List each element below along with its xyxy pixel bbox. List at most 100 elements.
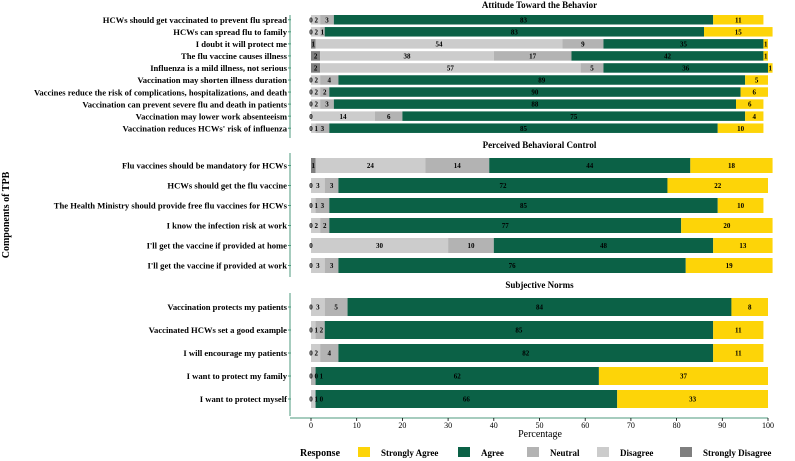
value-label-strongly-agree: 1	[764, 53, 768, 61]
value-label-agree: 72	[499, 182, 507, 190]
value-label-disagree: 2	[314, 28, 318, 36]
bar-segment-agree	[338, 178, 668, 193]
bar-segment-strongly-agree	[713, 321, 764, 339]
bar-segment-neutral	[320, 87, 330, 97]
bar-segment-agree	[315, 390, 618, 408]
value-label-agree: 35	[680, 40, 688, 48]
value-label-strongly-agree: 8	[748, 304, 752, 312]
bar-segment-neutral	[320, 99, 334, 109]
value-label-neutral: 10	[467, 242, 475, 250]
value-label-strongly-disagree: 2	[314, 53, 318, 61]
value-label-strongly-agree: 10	[737, 202, 745, 210]
value-label-agree: 36	[682, 65, 690, 73]
value-label-disagree: 0	[314, 373, 318, 381]
bar-segment-strongly-agree	[685, 258, 773, 273]
value-label-neutral: 2	[320, 327, 324, 335]
bar-segment-disagree	[311, 123, 316, 133]
value-label-strongly-agree: 11	[735, 327, 742, 335]
value-label-strongly-agree: 4	[753, 113, 757, 121]
bar-segment-strongly-agree	[736, 99, 764, 109]
bar-segment-agree	[333, 99, 737, 109]
value-label-neutral: 5	[590, 65, 594, 73]
bar-segment-strongly-disagree	[311, 51, 321, 61]
value-label-agree: 85	[520, 202, 528, 210]
value-label-strongly-disagree: 0	[309, 222, 313, 230]
bar-segment-strongly-agree	[717, 198, 764, 213]
value-label-agree: 84	[536, 304, 544, 312]
bar-segment-strongly-agree	[740, 87, 768, 97]
value-label-neutral: 3	[330, 182, 334, 190]
bar-segment-disagree	[311, 258, 325, 273]
panel-title-perceived-behavioral-control: Perceived Behavioral Control	[483, 140, 597, 150]
value-label-neutral: 4	[328, 350, 332, 358]
bar-segment-strongly-disagree	[311, 158, 316, 173]
bar-segment-agree	[338, 75, 746, 85]
value-label-strongly-agree: 13	[739, 242, 747, 250]
value-label-strongly-agree: 15	[735, 28, 743, 36]
bar-segment-disagree	[320, 63, 581, 73]
row-label: Vaccination may shorten illness duration	[137, 75, 287, 85]
x-tick-label: 50	[536, 421, 544, 430]
bar-segment-agree	[329, 198, 718, 213]
bar-segment-agree	[324, 27, 705, 37]
value-label-agree: 76	[509, 262, 517, 270]
bar-segment-disagree	[311, 27, 321, 37]
value-label-strongly-agree: 11	[735, 16, 742, 24]
value-label-disagree: 2	[314, 101, 318, 109]
value-label-neutral: 2	[323, 222, 327, 230]
row-label: I want to protect myself	[200, 394, 287, 404]
bar-segment-neutral	[324, 258, 339, 273]
value-label-disagree: 1	[314, 327, 318, 335]
row-label: Vaccination protects my patients	[167, 302, 287, 312]
bar-segment-strongly-agree	[713, 15, 764, 25]
panel-title-attitude-toward-the-behavior: Attitude Toward the Behavior	[482, 0, 597, 10]
bar-segment-neutral	[562, 39, 604, 49]
value-label-disagree: 24	[367, 162, 375, 170]
value-label-strongly-disagree: 0	[309, 125, 313, 133]
bar-segment-strongly-agree	[768, 63, 773, 73]
bar-segment-strongly-agree	[598, 367, 768, 385]
bar-segment-neutral	[425, 158, 490, 173]
bar-segment-strongly-agree	[713, 238, 773, 253]
bar-segment-disagree	[315, 158, 426, 173]
value-label-disagree: 2	[314, 89, 318, 97]
bar-segment-strongly-agree	[763, 51, 768, 61]
bar-segment-strongly-agree	[681, 218, 773, 233]
value-label-strongly-agree: 6	[748, 101, 752, 109]
bar-segment-neutral	[324, 178, 339, 193]
value-label-neutral: 0	[320, 396, 324, 404]
value-label-neutral: 4	[328, 77, 332, 85]
bar-segment-neutral	[315, 198, 330, 213]
legend-swatch-disagree	[597, 447, 609, 457]
bar-segment-neutral	[311, 367, 316, 385]
value-label-strongly-agree: 5	[755, 77, 759, 85]
value-label-disagree: 2	[314, 350, 318, 358]
value-label-neutral: 9	[581, 40, 585, 48]
value-label-strongly-disagree: 0	[309, 373, 313, 381]
bar-segment-agree	[347, 298, 732, 316]
bar-segment-neutral	[374, 111, 403, 121]
value-label-neutral: 3	[321, 125, 325, 133]
row-label: HCWs should get vaccinated to prevent fl…	[103, 15, 287, 25]
value-label-neutral: 3	[325, 16, 329, 24]
value-label-disagree: 3	[316, 262, 320, 270]
value-label-strongly-agree: 37	[680, 373, 688, 381]
row-label: HCWs should get the flu vaccine	[167, 181, 287, 191]
legend-swatch-strongly-agree	[358, 447, 370, 457]
value-label-agree: 82	[522, 350, 530, 358]
value-label-strongly-disagree: 0	[309, 28, 313, 36]
value-label-agree: 88	[531, 101, 539, 109]
value-label-strongly-agree: 19	[726, 262, 734, 270]
bar-segment-disagree	[311, 344, 321, 362]
bar-segment-neutral	[315, 321, 325, 339]
value-label-strongly-disagree: 0	[309, 16, 313, 24]
value-label-strongly-disagree: 0	[309, 350, 313, 358]
x-tick-label: 10	[353, 421, 361, 430]
bar-segment-strongly-agree	[713, 344, 764, 362]
value-label-disagree: 30	[376, 242, 384, 250]
bar-segment-agree	[603, 39, 764, 49]
bar-segment-agree	[329, 123, 718, 133]
value-label-disagree: 2	[314, 222, 318, 230]
value-label-neutral: 6	[387, 113, 391, 121]
bar-segment-neutral	[448, 238, 494, 253]
